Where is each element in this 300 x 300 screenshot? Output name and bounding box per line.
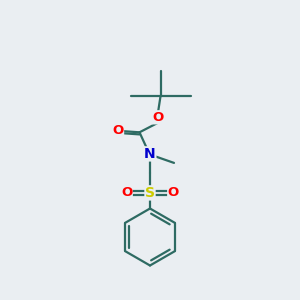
Text: N: N	[144, 147, 156, 161]
Text: O: O	[121, 186, 132, 200]
Text: O: O	[152, 111, 164, 124]
Text: O: O	[168, 186, 179, 200]
Text: O: O	[112, 124, 124, 137]
Text: S: S	[145, 186, 155, 200]
